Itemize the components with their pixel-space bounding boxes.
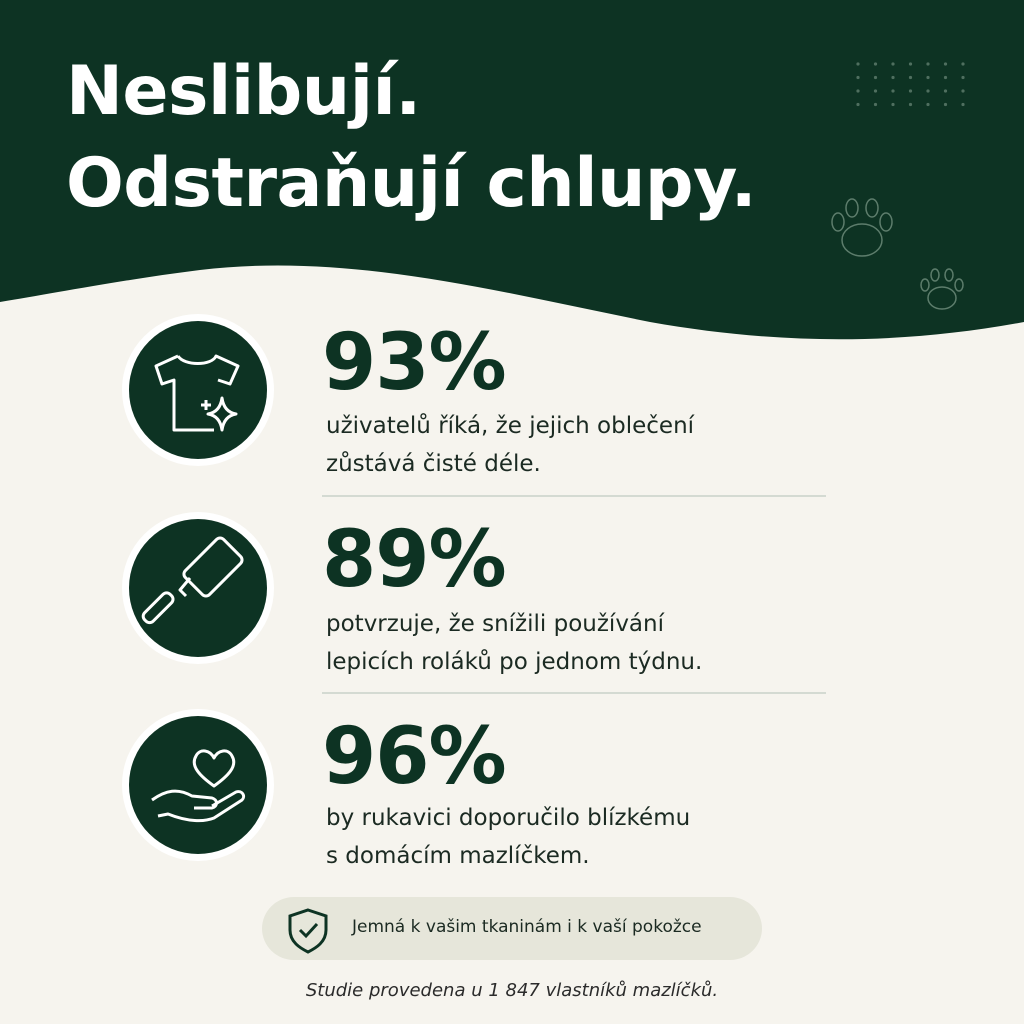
title-line: Neslibují. bbox=[66, 52, 421, 131]
dot bbox=[856, 62, 860, 66]
dot-grid bbox=[856, 62, 965, 107]
stat-description: s domácím mazlíčkem. bbox=[326, 843, 590, 869]
dot bbox=[961, 62, 965, 66]
dot bbox=[926, 75, 930, 80]
stat-value: 93% bbox=[322, 318, 507, 408]
dot bbox=[856, 75, 860, 80]
dot bbox=[961, 75, 965, 80]
dot bbox=[926, 89, 930, 93]
dot bbox=[943, 102, 948, 107]
dot bbox=[961, 102, 965, 107]
dot bbox=[891, 102, 895, 107]
dot bbox=[908, 89, 913, 93]
stat-description: potvrzuje, že snížili používání bbox=[326, 611, 664, 637]
dot bbox=[873, 89, 878, 93]
dot bbox=[908, 75, 913, 80]
dot bbox=[873, 102, 878, 107]
stat-description: lepicích roláků po jednom týdnu. bbox=[326, 649, 703, 675]
badge-text: Jemná k vašim tkaninám i k vaší pokožce bbox=[352, 917, 702, 937]
stat-value: 89% bbox=[322, 515, 507, 605]
paw-prints bbox=[831, 198, 964, 310]
dot bbox=[943, 89, 948, 93]
dot bbox=[926, 102, 930, 107]
dot bbox=[943, 75, 948, 80]
title-line: Odstraňují chlupy. bbox=[66, 144, 757, 223]
footnote: Studie provedena u 1 847 vlastníků mazlí… bbox=[305, 980, 719, 1001]
icon-roller bbox=[122, 512, 274, 664]
dot bbox=[856, 89, 860, 93]
dot bbox=[961, 89, 965, 93]
dot bbox=[873, 75, 878, 80]
stat-value: 96% bbox=[322, 712, 507, 802]
dot bbox=[908, 102, 913, 107]
dot bbox=[891, 89, 895, 93]
dot bbox=[908, 62, 913, 66]
dot bbox=[873, 62, 878, 66]
icon-hand-heart bbox=[122, 709, 274, 861]
dot bbox=[926, 62, 930, 66]
dot bbox=[943, 62, 948, 66]
stat-description: by rukavici doporučilo blízkému bbox=[326, 805, 691, 831]
stat-description: zůstává čisté déle. bbox=[326, 451, 541, 477]
icon-shield bbox=[262, 897, 762, 960]
stat-description: uživatelů říká, že jejich oblečení bbox=[326, 413, 695, 439]
dot bbox=[891, 75, 895, 80]
header-wave bbox=[0, 0, 1024, 340]
dot bbox=[856, 102, 860, 107]
icon-shirt bbox=[122, 314, 274, 466]
dot bbox=[891, 62, 895, 66]
